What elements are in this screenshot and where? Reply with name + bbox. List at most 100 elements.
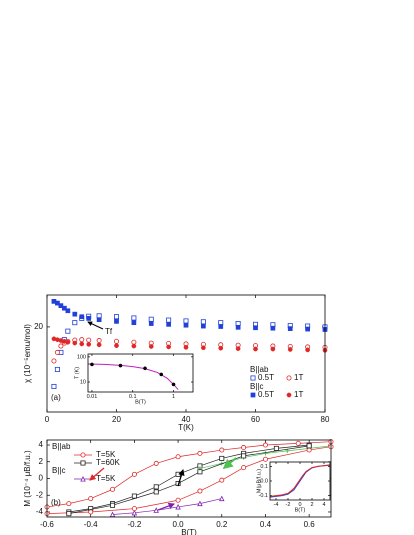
marker xyxy=(262,442,268,448)
x-tick-label: 0.0 xyxy=(173,520,185,529)
sweep-arrow xyxy=(89,467,105,481)
sweep-arrow xyxy=(177,468,185,487)
x-tick-label: -4 xyxy=(274,502,279,508)
y-tick-label: 10 xyxy=(80,379,86,385)
panel: 0 20 40 60 80 20 T(K) χ (10⁻⁵emu/mol) (a) Tf B||ab… xyxy=(23,294,330,432)
marker xyxy=(153,507,159,513)
marker xyxy=(148,321,154,326)
x-tick-label: 1 xyxy=(172,394,175,400)
panel: -4 -2 0 2 4 -0.1 0.0 0.1 B(T) M(μB/f.u.) xyxy=(256,461,331,513)
marker xyxy=(197,450,203,456)
plot-frame xyxy=(46,439,332,518)
y-tick-label: -2 xyxy=(36,490,44,499)
panel: 0.01 0.1 1 10 100 B(T) T (K) xyxy=(74,353,194,405)
marker xyxy=(197,488,203,494)
marker xyxy=(109,511,116,517)
marker xyxy=(250,375,256,381)
marker xyxy=(183,322,189,328)
marker xyxy=(114,319,119,324)
marker xyxy=(88,496,94,502)
marker xyxy=(65,308,71,314)
marker xyxy=(235,346,241,351)
x-tick-label: -0.2 xyxy=(127,520,141,529)
marker xyxy=(62,305,67,311)
plot-area xyxy=(88,354,193,392)
panel-label: (a) xyxy=(51,393,61,402)
marker xyxy=(54,349,60,355)
marker xyxy=(241,453,247,459)
marker xyxy=(51,358,57,364)
marker xyxy=(175,471,181,477)
x-tick-label: 60 xyxy=(251,415,260,424)
series-line xyxy=(269,464,331,497)
y-tick-label: 20 xyxy=(34,322,43,331)
marker xyxy=(72,340,78,346)
y-tick-label: 4 xyxy=(39,440,44,449)
marker xyxy=(54,366,60,372)
y-tick-label: -4 xyxy=(36,507,44,516)
y-tick-label: 0.0 xyxy=(260,478,268,484)
x-tick-label: 0.6 xyxy=(304,520,316,529)
marker xyxy=(219,455,225,461)
marker xyxy=(270,325,276,331)
x-tick-label: -2 xyxy=(286,502,291,508)
marker xyxy=(262,456,268,462)
y-tick-label: 100 xyxy=(77,354,86,360)
plot-frame xyxy=(269,461,331,501)
legend-label: T=5K xyxy=(96,450,116,459)
y-axis-label: M (10⁻⁴ μB/f.u.) xyxy=(23,450,32,507)
marker xyxy=(114,343,119,348)
x-tick-label: 20 xyxy=(112,415,121,424)
marker xyxy=(86,316,92,321)
marker xyxy=(131,343,137,349)
marker xyxy=(58,343,64,349)
marker xyxy=(286,375,292,381)
marker xyxy=(131,509,138,516)
marker xyxy=(148,316,154,322)
legend-label: 1T xyxy=(294,373,303,382)
marker xyxy=(65,328,71,334)
marker xyxy=(273,445,279,451)
marker xyxy=(86,337,92,343)
legend-group-title: B||ab xyxy=(250,365,269,374)
plot-area xyxy=(47,295,325,412)
marker xyxy=(263,451,268,456)
x-tick-label: -0.6 xyxy=(40,520,54,529)
x-tick-label: 4 xyxy=(322,502,325,508)
marker xyxy=(201,345,206,351)
marker xyxy=(306,447,312,453)
x-tick-label: 0 xyxy=(45,415,50,424)
legend-label: 0.5T xyxy=(258,373,274,382)
marker xyxy=(241,445,247,451)
marker xyxy=(287,326,293,331)
marker xyxy=(131,471,137,477)
marker xyxy=(253,346,258,352)
marker xyxy=(200,319,206,325)
marker xyxy=(197,500,203,507)
marker xyxy=(131,506,137,512)
annotation-arrow xyxy=(87,321,104,330)
marker xyxy=(305,326,310,332)
legend-label: T=60K xyxy=(96,458,120,467)
marker xyxy=(131,320,137,326)
marker xyxy=(218,320,224,326)
plot-frame xyxy=(46,294,326,413)
marker xyxy=(250,392,256,398)
x-axis-label: B(T) xyxy=(135,399,146,405)
marker xyxy=(201,323,206,329)
legend-group-title: B||c xyxy=(52,466,66,475)
marker xyxy=(218,345,224,351)
marker xyxy=(171,382,176,387)
marker xyxy=(153,460,159,466)
annotation: Tf xyxy=(105,327,113,336)
marker xyxy=(65,339,71,345)
sweep-arrow xyxy=(222,457,237,470)
marker xyxy=(166,344,171,350)
marker xyxy=(253,325,258,331)
marker xyxy=(80,452,86,458)
y-axis-label: χ (10⁻⁵emu/mol) xyxy=(23,324,32,383)
x-tick-label: 0 xyxy=(298,502,301,508)
marker xyxy=(175,503,181,510)
marker xyxy=(235,324,241,330)
